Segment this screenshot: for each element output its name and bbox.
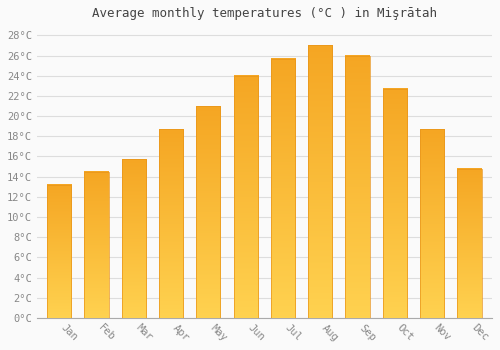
- Bar: [159, 129, 183, 318]
- Bar: [234, 76, 258, 318]
- Bar: [308, 46, 332, 318]
- Bar: [47, 185, 72, 318]
- Bar: [382, 89, 407, 318]
- Bar: [271, 58, 295, 318]
- Bar: [84, 172, 108, 318]
- Bar: [458, 169, 481, 318]
- Bar: [420, 129, 444, 318]
- Title: Average monthly temperatures (°C ) in Mişrātah: Average monthly temperatures (°C ) in Mi…: [92, 7, 437, 20]
- Bar: [122, 160, 146, 318]
- Bar: [196, 106, 220, 318]
- Bar: [346, 56, 370, 318]
